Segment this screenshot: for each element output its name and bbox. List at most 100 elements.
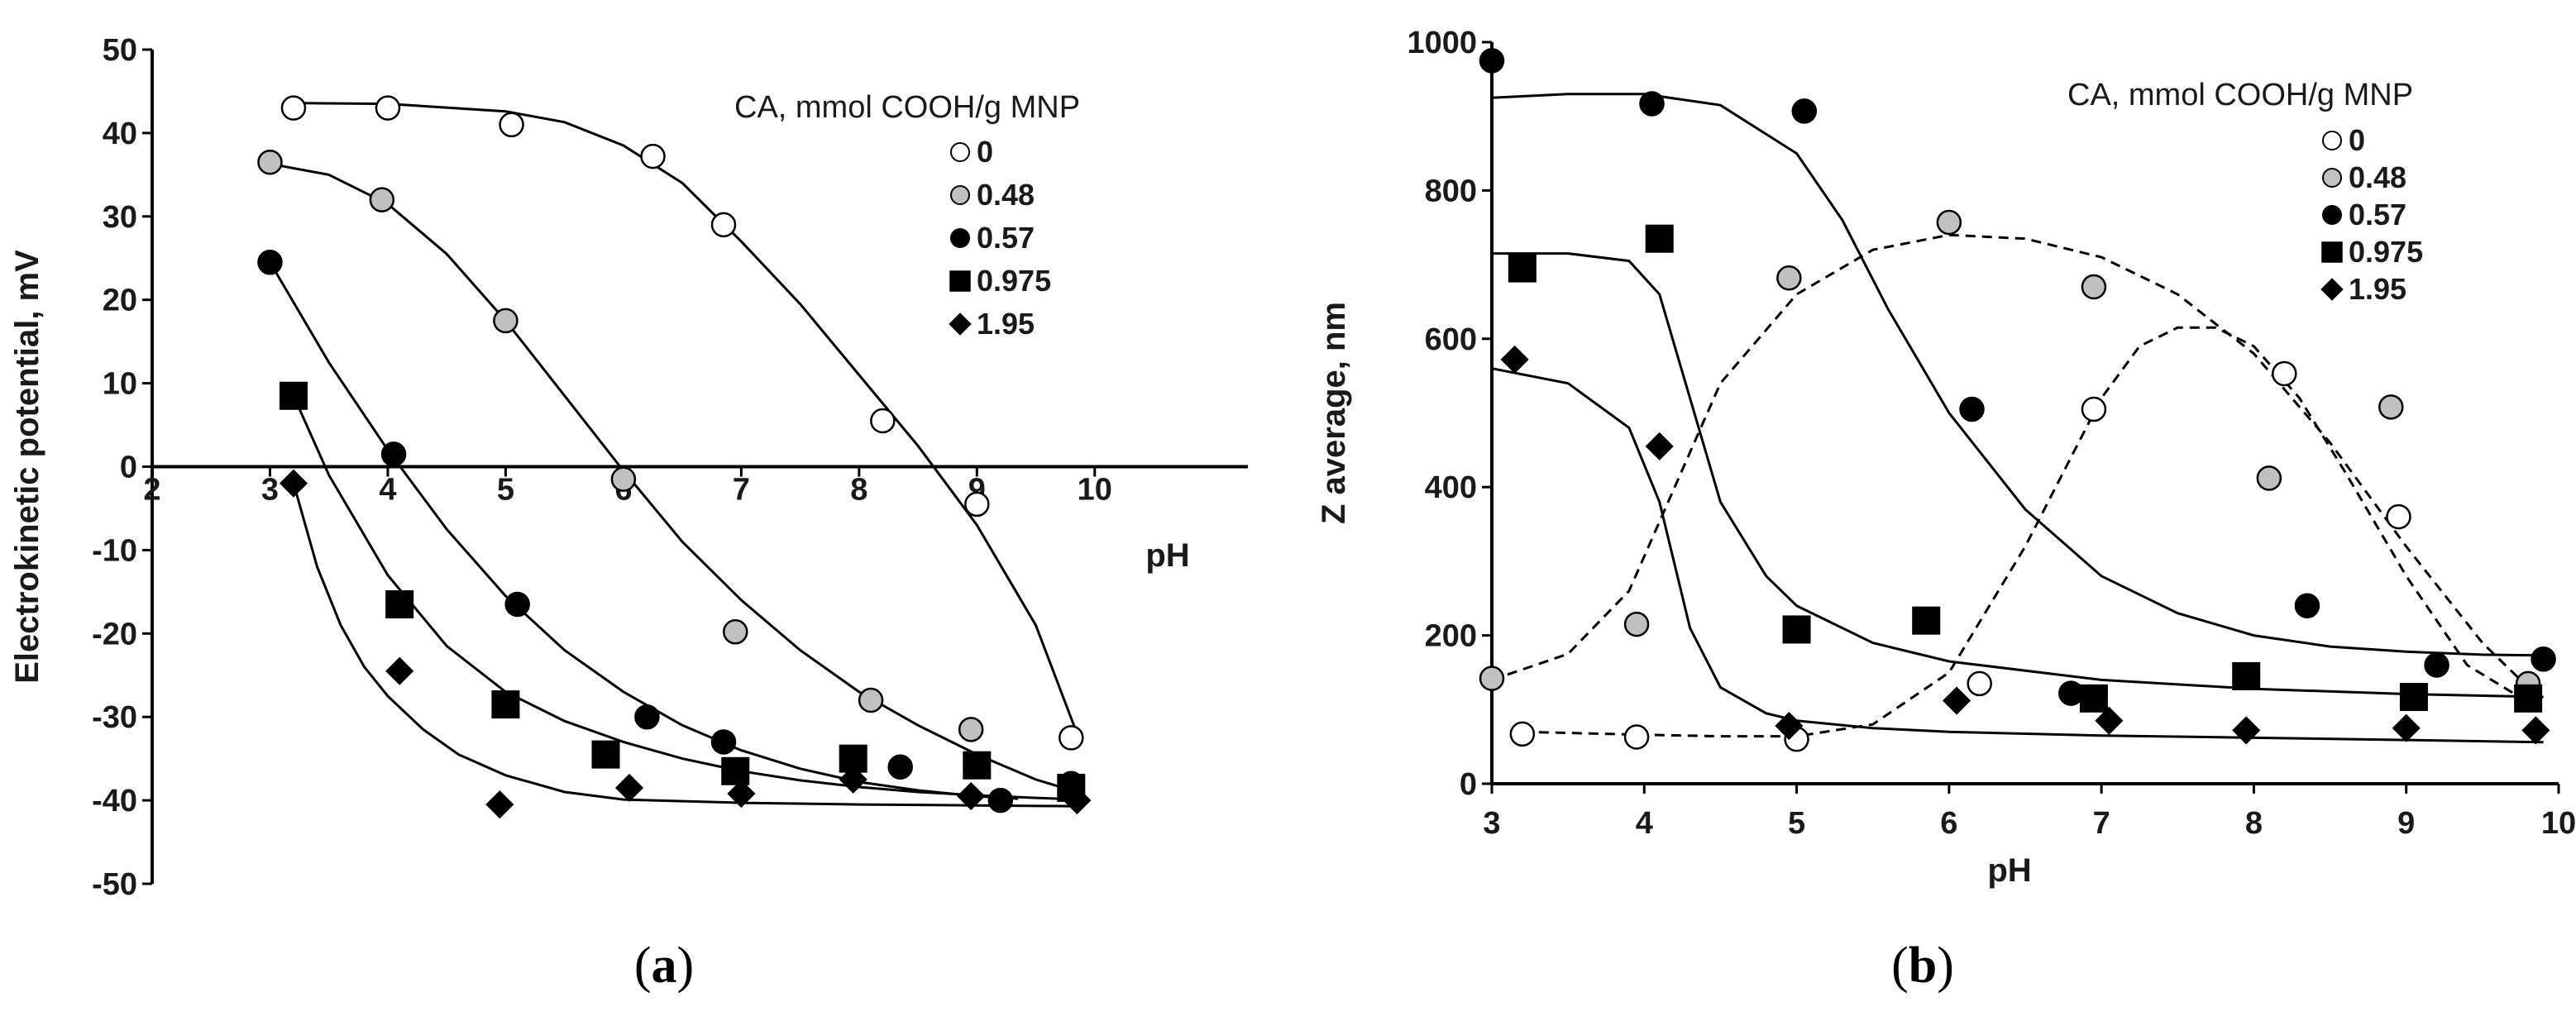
data-point-0_48: [958, 717, 984, 742]
data-point-0_57: [710, 729, 737, 755]
data-point-0_48: [858, 687, 884, 713]
data-point-0_57: [987, 787, 1014, 813]
y-tick-label: 50: [103, 33, 137, 68]
panel-paren-close: ): [677, 938, 695, 994]
panel-letter: b: [1909, 938, 1937, 994]
data-point-0: [964, 491, 990, 518]
y-tick-label: -30: [92, 700, 137, 735]
legend-label-1_95: 1.95: [2349, 272, 2406, 306]
y-tick-label: 600: [1425, 322, 1477, 357]
data-point-0_975: [1782, 615, 1811, 644]
y-tick-label: 0: [120, 451, 137, 485]
panel-paren-open: (: [1891, 938, 1909, 994]
legend-label-0_57: 0.57: [977, 221, 1035, 255]
y-tick-label: 800: [1425, 174, 1477, 208]
data-point-0: [710, 212, 737, 238]
data-point-0_57: [2531, 646, 2556, 672]
data-point-0_57: [1791, 98, 1818, 124]
y-axis-title: Electrokinetic potential, mV: [9, 250, 45, 684]
y-axis-title: Z average, nm: [1316, 302, 1352, 524]
data-point-0: [1623, 724, 1650, 750]
legend-marker: [2322, 168, 2342, 188]
legend-marker: [2321, 241, 2343, 263]
data-point-0_57: [1959, 396, 1985, 422]
data-point-1_95: [385, 656, 414, 685]
data-point-0_975: [963, 751, 992, 780]
x-tick-label: 5: [1788, 806, 1805, 841]
x-tick-label: 7: [733, 473, 750, 508]
x-tick-label: 4: [379, 473, 396, 508]
data-point-0: [499, 112, 524, 138]
data-point-1_95: [485, 790, 514, 819]
data-point-0_975: [385, 589, 414, 618]
data-point-0_48: [2378, 394, 2404, 420]
data-point-0_48: [257, 149, 283, 175]
y-tick-label: 30: [103, 200, 137, 235]
data-point-0_975: [2399, 683, 2428, 712]
data-point-0_975: [1645, 224, 1674, 253]
legend-marker: [2322, 205, 2342, 225]
legend-label-0_57: 0.57: [2349, 198, 2406, 231]
data-point-0_57: [887, 754, 913, 780]
fit-curve-0: [293, 102, 1078, 734]
data-point-0_975: [491, 690, 520, 719]
data-point-1_95: [279, 469, 308, 498]
legend-label-1_95: 1.95: [977, 307, 1035, 341]
legend-label-0: 0: [2349, 123, 2365, 157]
x-tick-label: 2: [143, 473, 160, 508]
data-point-0_975: [2079, 684, 2108, 713]
fit-curve-0_57: [1491, 93, 2544, 657]
data-point-1_95: [2095, 706, 2124, 735]
legend-marker: [950, 228, 970, 248]
data-point-0_975: [1057, 773, 1086, 802]
data-point-0_48: [2081, 274, 2107, 300]
legend-label-0: 0: [977, 135, 993, 169]
data-point-0_57: [634, 704, 660, 730]
data-point-1_95: [2392, 713, 2421, 742]
x-tick-label: 7: [2093, 806, 2110, 841]
data-point-0: [1509, 721, 1536, 747]
legend-marker: [950, 185, 970, 205]
legend-marker: [2322, 131, 2342, 150]
data-point-0: [870, 408, 896, 434]
data-point-0_48: [369, 187, 395, 212]
data-point-0_975: [721, 756, 750, 785]
data-point-1_95: [2232, 716, 2261, 745]
data-point-0: [280, 95, 307, 121]
data-point-0_57: [2294, 593, 2320, 618]
data-point-1_95: [2521, 716, 2550, 745]
x-axis-title: pH: [1987, 852, 2031, 889]
data-point-1_95: [1943, 686, 1971, 715]
x-tick-label: 9: [2397, 806, 2415, 841]
data-point-0_48: [1936, 209, 1962, 236]
panel-label: (a): [634, 938, 694, 994]
panel-paren-close: ): [1937, 938, 1954, 994]
data-point-0: [375, 95, 401, 121]
fit-curve-1_95: [1491, 367, 2544, 744]
x-tick-label: 10: [1078, 473, 1112, 508]
x-tick-label: 3: [1483, 806, 1500, 841]
data-point-0_57: [1639, 91, 1665, 117]
data-point-0_975: [1912, 606, 1941, 635]
x-tick-label: 10: [2541, 806, 2576, 841]
y-tick-label: -10: [92, 533, 137, 568]
data-point-0_48: [2256, 465, 2282, 491]
legend-marker: [949, 313, 972, 336]
y-tick-label: -50: [92, 867, 137, 902]
x-tick-label: 5: [497, 473, 514, 508]
fit-curve-0_48: [270, 162, 1078, 794]
panel-label: (b): [1891, 938, 1954, 994]
data-point-0: [1967, 670, 1992, 697]
legend-marker: [2320, 278, 2344, 301]
y-tick-label: -40: [92, 784, 137, 818]
y-tick-label: 200: [1425, 619, 1477, 654]
data-point-0: [1059, 725, 1084, 751]
data-point-0: [640, 143, 666, 169]
data-point-0_48: [1623, 611, 1650, 637]
fit-curve-0: [1522, 326, 2529, 738]
data-point-0_48: [1479, 666, 1505, 691]
y-tick-label: 400: [1425, 470, 1477, 505]
data-point-0_48: [1776, 265, 1802, 291]
data-point-0_975: [591, 740, 620, 769]
data-point-0_57: [380, 441, 407, 467]
